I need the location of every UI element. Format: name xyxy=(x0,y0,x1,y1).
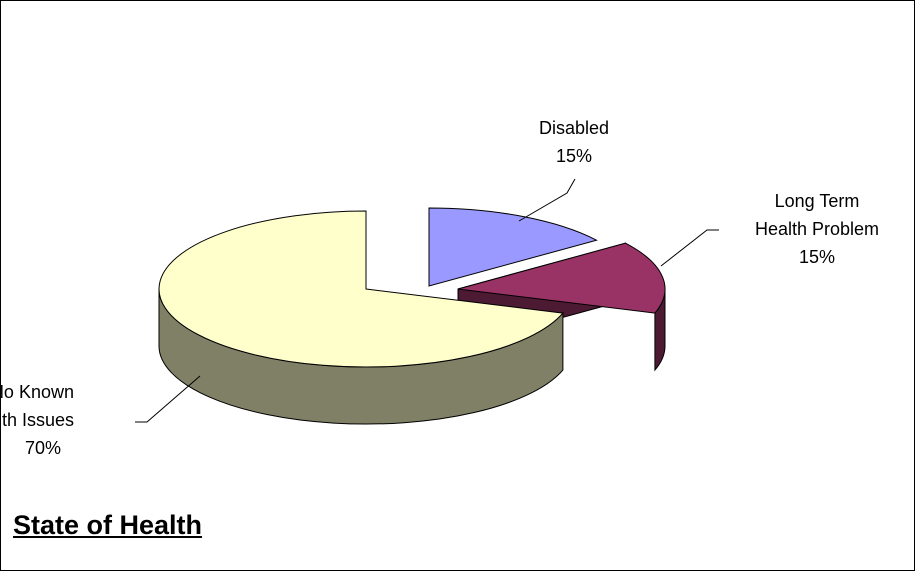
slice-label: Long Term Health Problem 15% xyxy=(755,191,879,267)
slice-label-line: 15% xyxy=(556,146,592,166)
slice-label-line: Health Issues xyxy=(1,410,74,430)
pie-slice xyxy=(428,207,598,287)
pie-slice-tops xyxy=(158,207,666,368)
slice-label: Disabled 15% xyxy=(539,118,609,166)
slice-label-line: 15% xyxy=(799,247,835,267)
slice-label: No Known Health Issues 70% xyxy=(1,382,74,458)
slice-label-line: Disabled xyxy=(539,118,609,138)
slice-label-line: 70% xyxy=(25,438,61,458)
slice-label-line: Long Term xyxy=(775,191,860,211)
pie-slice xyxy=(158,210,564,368)
slice-label-line: Health Problem xyxy=(755,219,879,239)
chart-title: State of Health xyxy=(13,510,203,540)
leader-line xyxy=(660,229,719,267)
leader-line xyxy=(518,178,576,222)
leader-lines xyxy=(135,178,719,423)
slice-labels: Disabled 15% Long Term Health Problem 15% No … xyxy=(1,118,879,458)
slice-label-line: No Known xyxy=(1,382,74,402)
pie-slice xyxy=(457,242,666,314)
leader-line xyxy=(135,375,201,423)
